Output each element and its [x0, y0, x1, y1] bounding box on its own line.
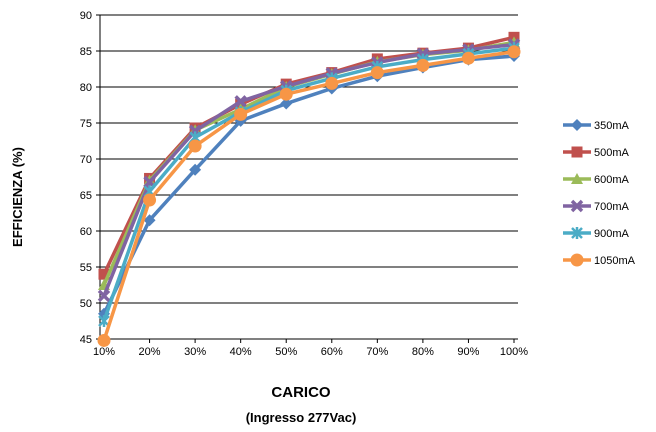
- legend-item: 350mA: [563, 119, 630, 132]
- x-tick-label: 80%: [412, 346, 434, 358]
- series-700mA: [97, 38, 521, 303]
- series-group: [97, 31, 521, 347]
- legend-swatch-marker: [571, 146, 583, 158]
- legend: 350mA 500mA 600mA 700mA 900mA 1050mA: [563, 119, 636, 267]
- x-axis-label: CARICO: [271, 384, 331, 401]
- series-line: [102, 49, 515, 341]
- axes: [99, 15, 518, 340]
- y-tick-label: 55: [80, 262, 92, 274]
- data-point: [416, 58, 430, 72]
- data-point: [189, 163, 202, 176]
- data-point: [325, 76, 339, 90]
- legend-label: 600mA: [594, 174, 630, 186]
- series-line: [102, 42, 515, 297]
- y-tick-label: 75: [80, 118, 92, 130]
- legend-swatch-marker: [570, 199, 584, 213]
- x-tick-label: 10%: [93, 346, 115, 358]
- data-point: [97, 289, 111, 303]
- x-tick-label: 20%: [139, 346, 161, 358]
- data-point: [98, 268, 110, 280]
- data-point: [143, 193, 157, 207]
- y-tick-label: 60: [80, 226, 92, 238]
- x-axis-sublabel: (Ingresso 277Vac): [245, 410, 357, 425]
- y-tick-label: 50: [80, 298, 92, 310]
- data-point: [98, 315, 110, 327]
- series-line: [102, 54, 515, 315]
- legend-item: 700mA: [563, 199, 630, 213]
- x-tick-label: 60%: [321, 346, 343, 358]
- series-line: [102, 46, 515, 322]
- legend-swatch-marker: [571, 173, 583, 184]
- y-tick-label: 70: [80, 154, 92, 166]
- x-tick-label: 100%: [500, 346, 528, 358]
- data-point: [234, 95, 247, 108]
- x-tick-label: 70%: [366, 346, 388, 358]
- legend-item: 500mA: [563, 146, 630, 159]
- legend-swatch-marker: [570, 253, 584, 267]
- legend-item: 600mA: [563, 173, 630, 186]
- x-tick-label: 40%: [230, 346, 252, 358]
- legend-label: 350mA: [594, 120, 630, 132]
- legend-item: 1050mA: [563, 253, 636, 267]
- series-500mA: [98, 31, 520, 280]
- legend-swatch-marker: [571, 227, 583, 239]
- legend-label: 700mA: [594, 201, 630, 213]
- legend-item: 900mA: [563, 227, 630, 240]
- y-tick-label: 65: [80, 190, 92, 202]
- x-tick-label: 50%: [275, 346, 297, 358]
- y-axis-ticks: 45 50 55 60 65 70 75 80 85 90: [80, 10, 100, 346]
- x-tick-label: 30%: [184, 346, 206, 358]
- data-point: [234, 107, 248, 121]
- data-point: [461, 51, 475, 65]
- legend-label: 500mA: [594, 147, 630, 159]
- legend-label: 900mA: [594, 228, 630, 240]
- y-tick-label: 80: [80, 82, 92, 94]
- data-point: [370, 66, 384, 80]
- y-tick-label: 90: [80, 10, 92, 22]
- x-tick-label: 90%: [457, 346, 479, 358]
- series-line: [102, 35, 515, 275]
- data-point: [507, 45, 521, 59]
- data-point: [97, 333, 111, 347]
- data-point: [143, 214, 156, 227]
- data-point: [280, 97, 293, 110]
- x-axis-ticks: 10% 20% 30% 40% 50% 60% 70% 80% 90% 100%: [93, 339, 528, 358]
- series-1050mA: [97, 45, 521, 347]
- legend-label: 1050mA: [594, 255, 636, 267]
- data-point: [279, 87, 293, 101]
- y-tick-label: 85: [80, 46, 92, 58]
- data-point: [188, 139, 202, 153]
- legend-swatch-marker: [571, 119, 583, 131]
- y-axis-label: EFFICIENZA (%): [10, 147, 25, 247]
- y-tick-label: 45: [80, 334, 92, 346]
